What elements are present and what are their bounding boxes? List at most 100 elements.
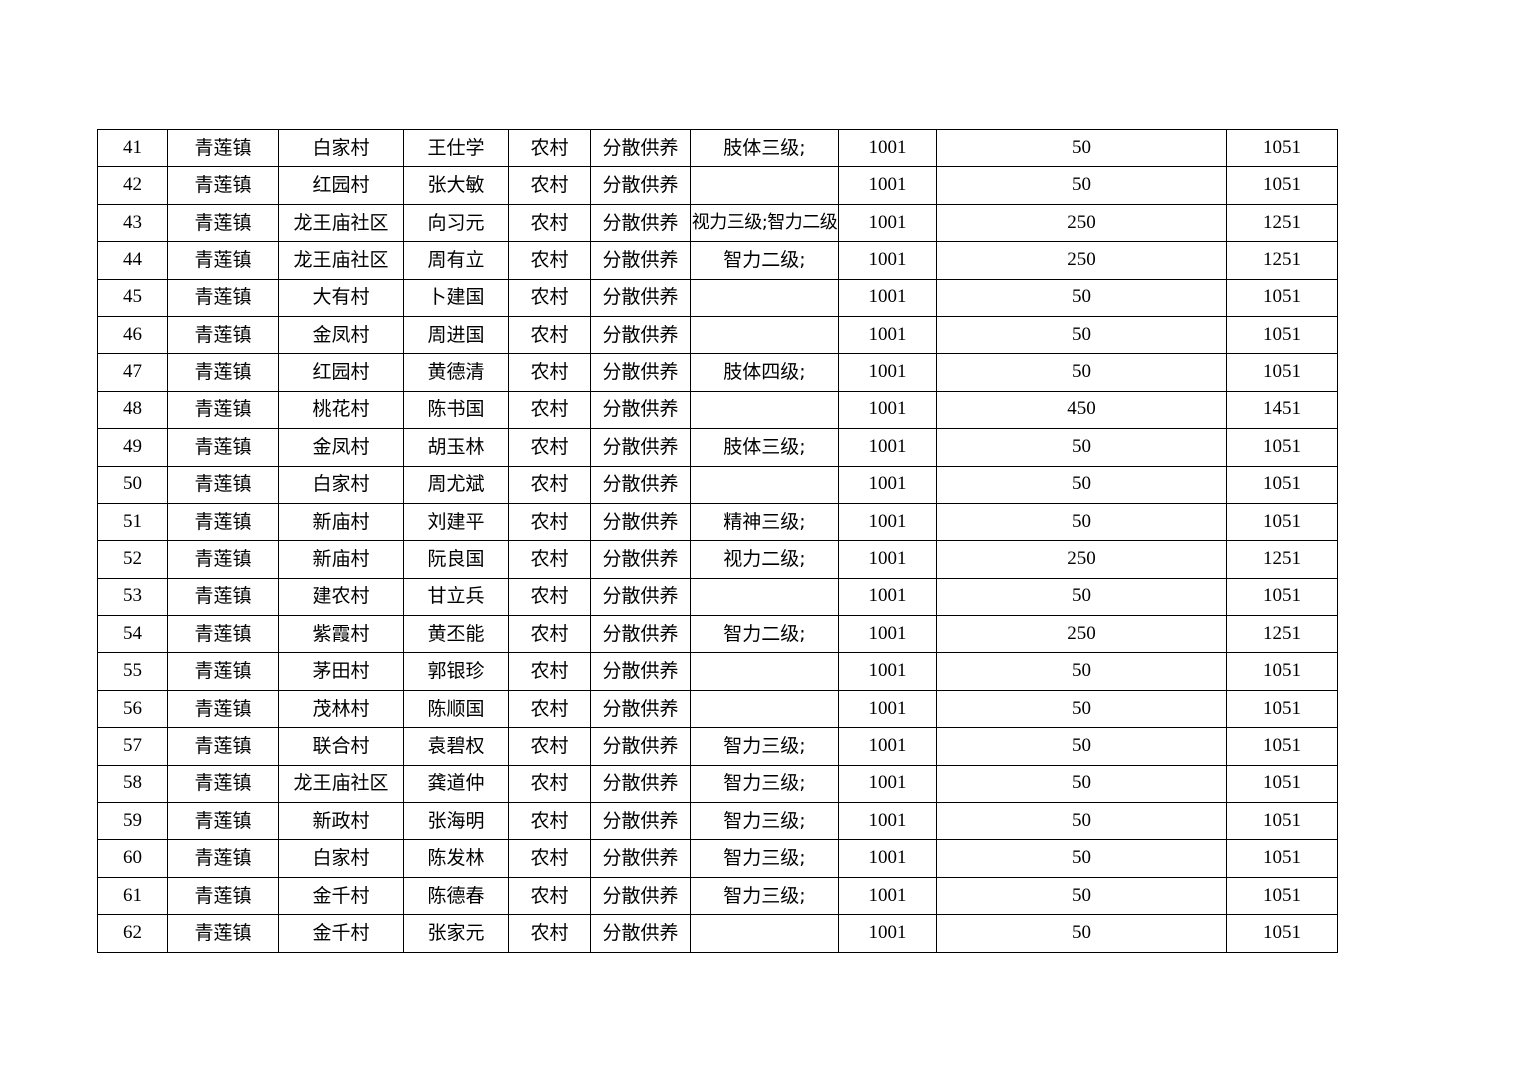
cell-disability-grade[interactable]: 智力三级; [690,876,839,916]
cell-support-method[interactable]: 分散供养 [590,502,691,542]
cell-extra-amount[interactable]: 50 [936,315,1227,355]
cell-household-type[interactable]: 农村 [508,839,591,878]
cell-person-name[interactable]: 阮良国 [403,540,509,579]
cell-disability-grade[interactable]: 智力二级; [690,615,839,654]
cell-base-amount[interactable]: 1001 [838,689,937,729]
cell-town[interactable]: 青莲镇 [167,652,279,691]
cell-disability-grade[interactable]: 肢体四级; [690,353,839,392]
cell-support-method[interactable]: 分散供养 [590,540,691,579]
cell-sequence-number[interactable]: 62 [97,914,168,953]
cell-household-type[interactable]: 农村 [508,540,591,579]
cell-town[interactable]: 青莲镇 [167,689,279,729]
cell-person-name[interactable]: 张家元 [403,914,509,953]
cell-person-name[interactable]: 陈顺国 [403,689,509,729]
cell-town[interactable]: 青莲镇 [167,390,279,430]
cell-total-amount[interactable]: 1051 [1226,353,1338,392]
cell-village[interactable]: 龙王庙社区 [278,203,404,243]
cell-household-type[interactable]: 农村 [508,278,591,317]
cell-household-type[interactable]: 农村 [508,128,591,168]
cell-sequence-number[interactable]: 46 [97,315,168,355]
cell-disability-grade[interactable]: 精神三级; [690,502,839,542]
cell-village[interactable]: 新庙村 [278,540,404,579]
cell-household-type[interactable]: 农村 [508,652,591,691]
cell-town[interactable]: 青莲镇 [167,315,279,355]
cell-household-type[interactable]: 农村 [508,914,591,953]
cell-household-type[interactable]: 农村 [508,465,591,504]
cell-town[interactable]: 青莲镇 [167,241,279,280]
cell-extra-amount[interactable]: 50 [936,278,1227,317]
cell-total-amount[interactable]: 1051 [1226,128,1338,168]
cell-household-type[interactable]: 农村 [508,390,591,430]
cell-support-method[interactable]: 分散供养 [590,727,691,766]
cell-support-method[interactable]: 分散供养 [590,764,691,804]
cell-town[interactable]: 青莲镇 [167,540,279,579]
cell-total-amount[interactable]: 1251 [1226,203,1338,243]
cell-town[interactable]: 青莲镇 [167,502,279,542]
cell-sequence-number[interactable]: 43 [97,203,168,243]
cell-household-type[interactable]: 农村 [508,166,591,205]
cell-household-type[interactable]: 农村 [508,802,591,841]
cell-total-amount[interactable]: 1051 [1226,577,1338,617]
cell-person-name[interactable]: 袁碧权 [403,727,509,766]
cell-disability-grade[interactable]: 视力二级; [690,540,839,579]
cell-base-amount[interactable]: 1001 [838,914,937,953]
cell-base-amount[interactable]: 1001 [838,727,937,766]
cell-total-amount[interactable]: 1051 [1226,802,1338,841]
cell-extra-amount[interactable]: 50 [936,914,1227,953]
cell-village[interactable]: 金千村 [278,876,404,916]
cell-extra-amount[interactable]: 50 [936,428,1227,467]
cell-household-type[interactable]: 农村 [508,577,591,617]
cell-village[interactable]: 建农村 [278,577,404,617]
cell-village[interactable]: 联合村 [278,727,404,766]
cell-total-amount[interactable]: 1251 [1226,540,1338,579]
cell-town[interactable]: 青莲镇 [167,802,279,841]
cell-village[interactable]: 红园村 [278,353,404,392]
cell-household-type[interactable]: 农村 [508,764,591,804]
cell-person-name[interactable]: 甘立兵 [403,577,509,617]
cell-town[interactable]: 青莲镇 [167,428,279,467]
cell-disability-grade[interactable]: 肢体三级; [690,428,839,467]
cell-support-method[interactable]: 分散供养 [590,689,691,729]
cell-sequence-number[interactable]: 42 [97,166,168,205]
cell-sequence-number[interactable]: 44 [97,241,168,280]
cell-extra-amount[interactable]: 50 [936,839,1227,878]
cell-disability-grade[interactable] [690,278,839,317]
cell-household-type[interactable]: 农村 [508,876,591,916]
cell-disability-grade[interactable] [690,390,839,430]
cell-disability-grade[interactable]: 智力二级; [690,241,839,280]
cell-base-amount[interactable]: 1001 [838,764,937,804]
cell-extra-amount[interactable]: 50 [936,727,1227,766]
cell-extra-amount[interactable]: 250 [936,540,1227,579]
cell-support-method[interactable]: 分散供养 [590,652,691,691]
cell-person-name[interactable]: 黄丕能 [403,615,509,654]
cell-town[interactable]: 青莲镇 [167,577,279,617]
cell-village[interactable]: 新庙村 [278,502,404,542]
cell-support-method[interactable]: 分散供养 [590,166,691,205]
cell-person-name[interactable]: 张大敏 [403,166,509,205]
cell-household-type[interactable]: 农村 [508,689,591,729]
cell-extra-amount[interactable]: 50 [936,166,1227,205]
cell-disability-grade[interactable]: 智力三级; [690,764,839,804]
cell-base-amount[interactable]: 1001 [838,353,937,392]
cell-household-type[interactable]: 农村 [508,315,591,355]
cell-total-amount[interactable]: 1051 [1226,166,1338,205]
cell-total-amount[interactable]: 1051 [1226,315,1338,355]
cell-base-amount[interactable]: 1001 [838,315,937,355]
cell-person-name[interactable]: 陈发林 [403,839,509,878]
cell-total-amount[interactable]: 1051 [1226,278,1338,317]
cell-base-amount[interactable]: 1001 [838,802,937,841]
cell-extra-amount[interactable]: 50 [936,502,1227,542]
cell-village[interactable]: 白家村 [278,839,404,878]
cell-base-amount[interactable]: 1001 [838,390,937,430]
cell-base-amount[interactable]: 1001 [838,839,937,878]
cell-household-type[interactable]: 农村 [508,353,591,392]
cell-sequence-number[interactable]: 53 [97,577,168,617]
cell-village[interactable]: 金凤村 [278,428,404,467]
cell-sequence-number[interactable]: 49 [97,428,168,467]
cell-village[interactable]: 金凤村 [278,315,404,355]
cell-disability-grade[interactable]: 肢体三级; [690,128,839,168]
cell-person-name[interactable]: 周进国 [403,315,509,355]
cell-household-type[interactable]: 农村 [508,615,591,654]
cell-sequence-number[interactable]: 51 [97,502,168,542]
cell-town[interactable]: 青莲镇 [167,876,279,916]
